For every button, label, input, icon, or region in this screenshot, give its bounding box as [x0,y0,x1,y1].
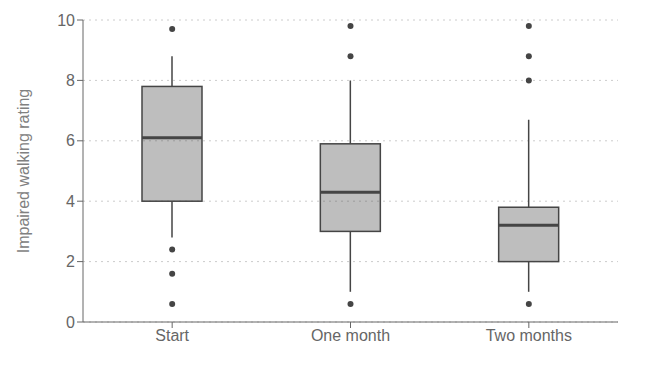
svg-text:Two months: Two months [486,327,572,344]
svg-text:Impaired walking rating: Impaired walking rating [15,89,32,254]
svg-text:4: 4 [66,193,75,210]
svg-text:10: 10 [57,12,75,29]
svg-text:0: 0 [66,314,75,331]
svg-text:2: 2 [66,253,75,270]
svg-text:One month: One month [311,327,390,344]
svg-text:8: 8 [66,72,75,89]
svg-text:Start: Start [155,327,189,344]
svg-text:6: 6 [66,132,75,149]
